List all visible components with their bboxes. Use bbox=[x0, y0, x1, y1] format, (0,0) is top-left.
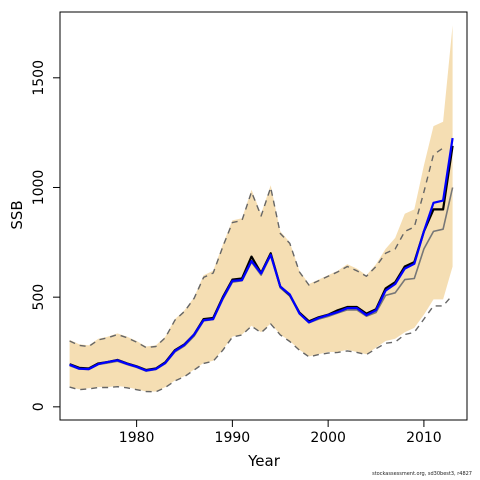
ssb-alt-lower-bound-line bbox=[69, 294, 454, 393]
x-tick-label: 2000 bbox=[310, 430, 346, 446]
axes-layer: 1980 1990 2000 2010 0 500 1000 1500 bbox=[31, 11, 468, 446]
y-tick-label: 1500 bbox=[31, 60, 47, 96]
ssb-retro-estimate-line bbox=[69, 137, 454, 372]
series-lines-layer bbox=[69, 137, 454, 393]
y-tick-label: 1000 bbox=[31, 170, 47, 206]
x-axis-label: Year bbox=[247, 452, 281, 470]
y-tick-label: 0 bbox=[31, 402, 47, 411]
confidence-band-layer bbox=[69, 25, 453, 392]
x-tick-label: 1980 bbox=[119, 430, 155, 446]
y-tick-label: 500 bbox=[31, 284, 47, 311]
x-tick-label: 2010 bbox=[406, 430, 442, 446]
x-tick-label: 1990 bbox=[215, 430, 251, 446]
footer-credit: stockassessment.org, sd30best3, r4827 bbox=[372, 471, 472, 477]
ssb-alt-upper-bound-line bbox=[69, 147, 444, 349]
y-axis-label: SSB bbox=[8, 200, 26, 229]
confidence-band bbox=[69, 25, 453, 392]
plot-frame bbox=[59, 11, 468, 421]
